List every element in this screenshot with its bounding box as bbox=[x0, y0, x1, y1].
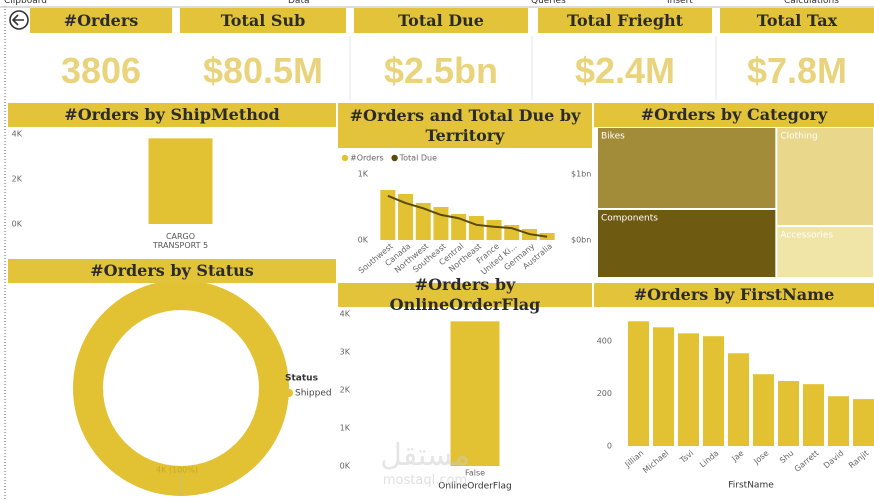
legend-marker bbox=[391, 154, 398, 162]
y-tick-label: 4K bbox=[12, 130, 23, 139]
x-tick-label: Jose bbox=[751, 449, 770, 467]
donut-slice bbox=[73, 280, 289, 496]
card-title: Total Tax bbox=[720, 8, 874, 33]
bar bbox=[678, 333, 699, 446]
legend-marker bbox=[341, 154, 349, 162]
x-tick-label: Garrett bbox=[793, 449, 821, 474]
watermark: مستقل bbox=[380, 438, 470, 473]
back-circle bbox=[9, 10, 29, 30]
card-title: Total Due bbox=[354, 8, 528, 33]
bar bbox=[853, 399, 874, 446]
legend-label: Shipped bbox=[295, 389, 332, 399]
bar bbox=[728, 353, 749, 446]
ribbon-label: Calculations bbox=[784, 0, 839, 6]
y-tick-label: $1bn bbox=[571, 170, 591, 179]
ribbon-label: Data bbox=[288, 0, 310, 6]
legend-title: Status bbox=[285, 374, 318, 384]
bar bbox=[828, 396, 849, 446]
treemap-tile bbox=[777, 128, 873, 226]
x-tick-label: Tsvi bbox=[678, 449, 696, 466]
card-title: #Orders bbox=[30, 8, 172, 33]
chart-title: #Orders by FirstName bbox=[594, 283, 874, 307]
y-tick-label: 2K bbox=[12, 175, 23, 184]
bar bbox=[753, 374, 774, 446]
legend-label: #Orders bbox=[350, 154, 384, 163]
card-value: $7.8M bbox=[746, 50, 848, 91]
x-tick-label: Ranjit bbox=[847, 449, 870, 471]
treemap-tile bbox=[598, 209, 776, 277]
bar bbox=[468, 215, 484, 240]
y-tick-label: 3K bbox=[340, 348, 351, 357]
x-tick-label: False bbox=[465, 469, 485, 478]
y-tick-label: 200 bbox=[597, 389, 612, 398]
bar bbox=[703, 336, 724, 446]
bar bbox=[653, 327, 674, 446]
card-title: Total Sub bbox=[180, 8, 346, 33]
y-tick-label: 0 bbox=[607, 442, 612, 451]
data-label: 4K (100%) bbox=[156, 466, 198, 475]
y-tick-label: 0K bbox=[12, 220, 23, 229]
tile-label: Components bbox=[601, 213, 658, 223]
ribbon-label: Queries bbox=[531, 0, 566, 6]
chart-title: #Orders by Category bbox=[594, 103, 874, 127]
legend-label: Total Due bbox=[399, 154, 437, 163]
x-tick-label: Michael bbox=[641, 449, 670, 476]
legend-marker bbox=[285, 389, 293, 397]
x-axis-label: OnlineOrderFlag bbox=[438, 482, 512, 492]
chart-title: #Orders and Total Due by Territory bbox=[338, 103, 592, 148]
chart-title: #Orders by ShipMethod bbox=[8, 103, 336, 127]
tile-label: Clothing bbox=[780, 132, 817, 142]
back-arrow bbox=[11, 14, 24, 26]
x-tick-label: CARGO TRANSPORT 5 bbox=[152, 232, 209, 250]
y-tick-label: $0bn bbox=[571, 236, 591, 245]
bar bbox=[398, 193, 414, 240]
y-tick-label: 0K bbox=[340, 462, 351, 471]
tile-label: Bikes bbox=[601, 132, 625, 142]
ribbon-label: Clipboard bbox=[4, 0, 47, 6]
card-value: $80.5M bbox=[202, 50, 324, 91]
card-value: $2.5bn bbox=[383, 50, 499, 91]
back-button[interactable] bbox=[9, 10, 29, 30]
bar bbox=[450, 321, 500, 466]
y-tick-label: 4K bbox=[340, 310, 351, 319]
y-tick-label: 0K bbox=[358, 236, 369, 245]
y-tick-label: 1K bbox=[358, 170, 369, 179]
y-tick-label: 400 bbox=[597, 337, 612, 346]
tile-label: Accessories bbox=[780, 231, 833, 241]
x-tick-label: David bbox=[822, 449, 845, 471]
bar bbox=[380, 189, 396, 240]
line bbox=[387, 194, 548, 238]
x-tick-label: Jae bbox=[730, 449, 746, 464]
treemap-tile bbox=[777, 227, 873, 277]
ribbon-label: Insert bbox=[667, 0, 693, 6]
x-tick-label: Shu bbox=[778, 449, 795, 466]
x-axis-label: FirstName bbox=[728, 481, 774, 491]
card-value: $2.4M bbox=[574, 50, 676, 91]
bar bbox=[415, 202, 431, 240]
treemap-tile bbox=[598, 128, 776, 208]
watermark: mostaql.com bbox=[382, 473, 468, 488]
chart-title: #Orders by Status bbox=[8, 259, 336, 283]
y-tick-label: 1K bbox=[340, 424, 351, 433]
bar bbox=[803, 384, 824, 446]
bar bbox=[486, 220, 502, 240]
chart-title: #Orders by OnlineOrderFlag bbox=[338, 275, 592, 314]
card-title: Total Frieght bbox=[538, 8, 712, 33]
card-value: 3806 bbox=[60, 50, 142, 91]
bar bbox=[778, 381, 799, 446]
x-tick-label: Linda bbox=[698, 448, 721, 469]
bar bbox=[628, 321, 649, 446]
bar bbox=[148, 138, 213, 224]
y-tick-label: 2K bbox=[340, 386, 351, 395]
